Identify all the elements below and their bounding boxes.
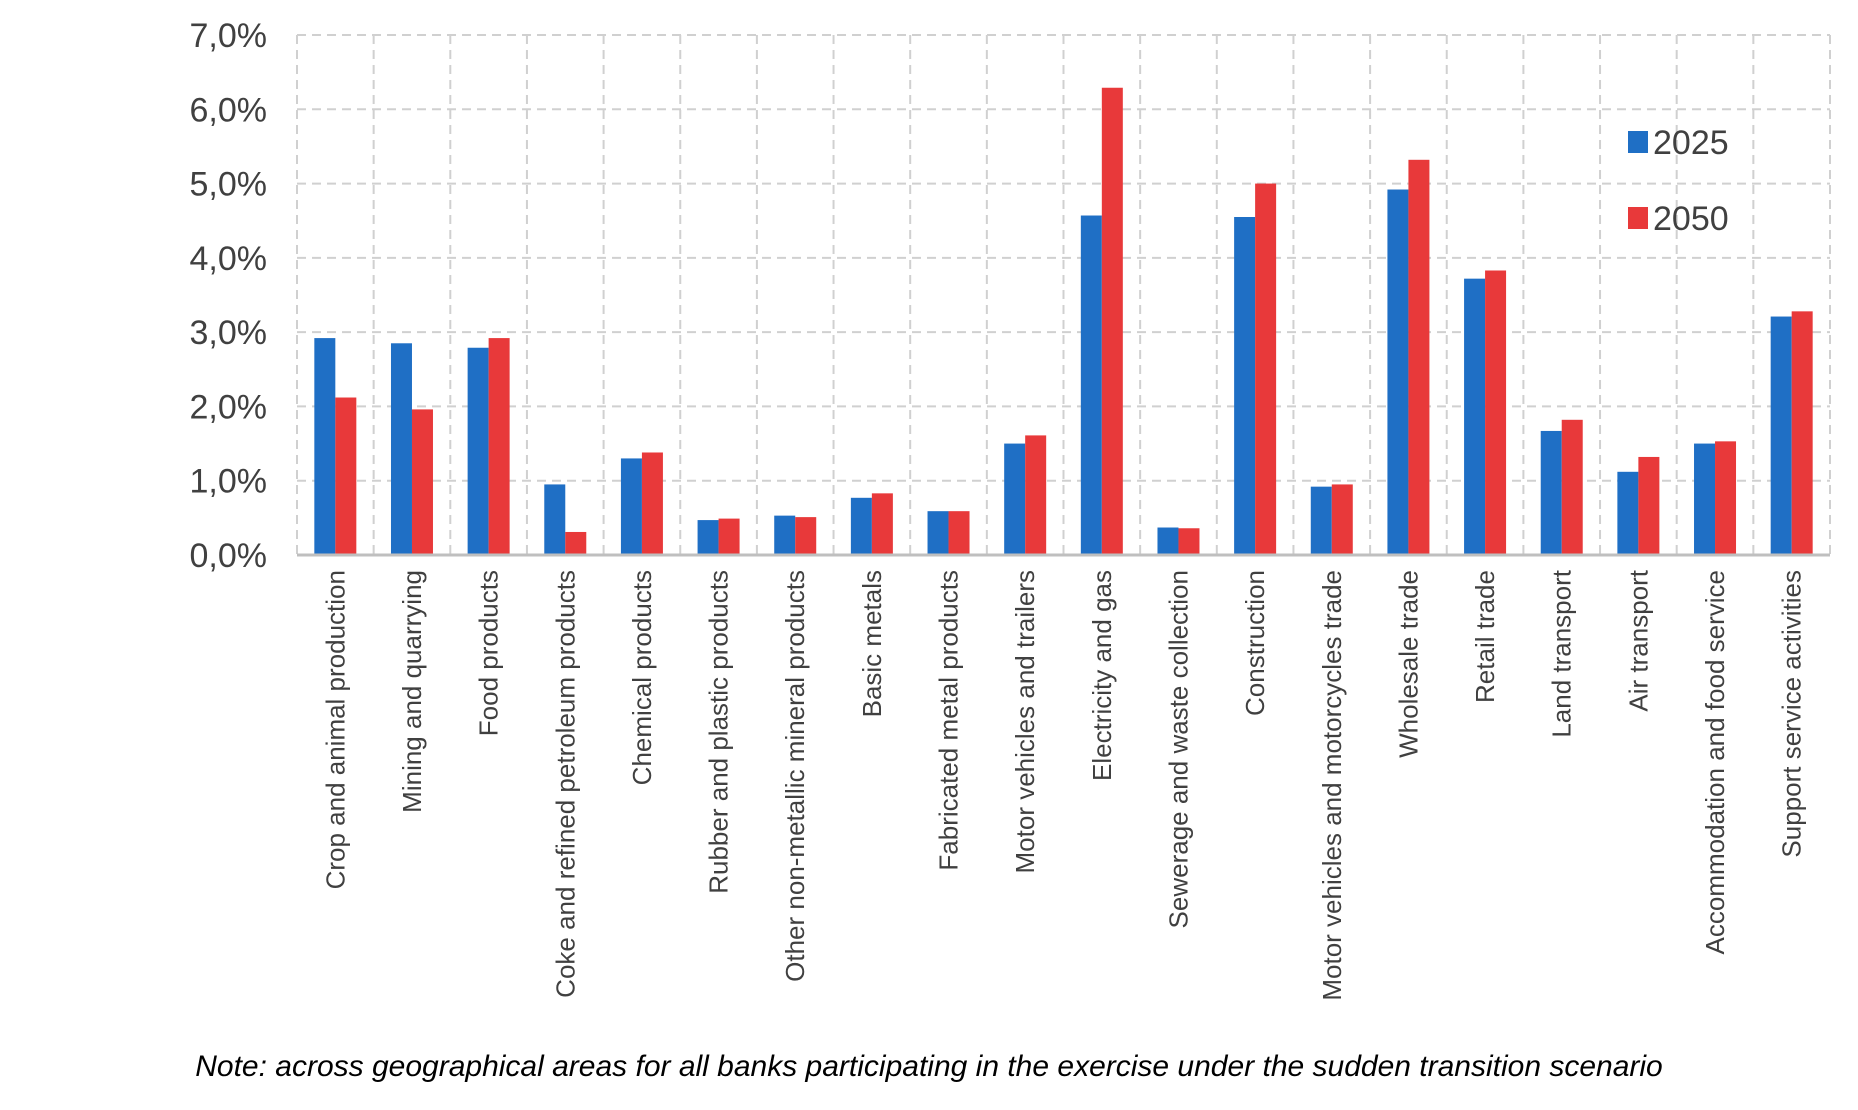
- legend: 2025 2050: [1628, 124, 1729, 238]
- bar-2050: [795, 517, 817, 555]
- y-tick-label: 2,0%: [190, 388, 268, 426]
- bar-2025: [1157, 527, 1179, 555]
- bar-2050: [1331, 484, 1353, 555]
- bar-2025: [390, 343, 412, 555]
- bar-2050: [1025, 435, 1047, 555]
- y-tick-label: 0,0%: [190, 537, 268, 575]
- bar-2050: [1408, 159, 1430, 556]
- bar-2050: [335, 397, 357, 555]
- bar-2025: [927, 511, 949, 555]
- x-category-label: Basic metals: [857, 570, 887, 717]
- bar-2025: [1310, 486, 1332, 555]
- bar-2025: [544, 484, 566, 555]
- bar-2050: [948, 511, 970, 555]
- bar-2050: [718, 518, 740, 555]
- grid-lines: [296, 34, 1831, 555]
- x-category-label: Land transport: [1547, 569, 1577, 737]
- bar-2025: [1234, 217, 1256, 555]
- bar-2025: [1464, 278, 1486, 555]
- bar-2025: [850, 497, 872, 555]
- legend-swatch-2025: [1628, 131, 1648, 153]
- bar-2025: [1080, 215, 1102, 555]
- x-category-label: Coke and refined petroleum products: [550, 570, 580, 998]
- x-category-label: Motor vehicles and trailers: [1010, 570, 1040, 873]
- bar-2025: [1770, 316, 1792, 555]
- bar-2050: [1255, 183, 1277, 556]
- bar-2050: [641, 452, 663, 555]
- legend-label-2025: 2025: [1653, 124, 1729, 162]
- x-category-label: Mining and quarrying: [397, 570, 427, 813]
- bar-2025: [1617, 471, 1639, 555]
- x-category-label: Construction: [1240, 570, 1270, 716]
- y-tick-label: 5,0%: [190, 166, 268, 204]
- bar-2050: [1561, 419, 1583, 555]
- bar-2025: [1540, 430, 1562, 555]
- legend-label-2050: 2050: [1653, 200, 1729, 238]
- bar-2050: [1791, 311, 1813, 555]
- bar-2050: [1485, 270, 1507, 555]
- x-category-label: Retail trade: [1470, 570, 1500, 703]
- y-tick-label: 7,0%: [190, 17, 268, 55]
- x-category-label: Chemical products: [627, 570, 657, 785]
- y-tick-label: 6,0%: [190, 91, 268, 129]
- bar-2050: [871, 493, 893, 555]
- bar-2025: [1387, 189, 1409, 555]
- x-category-label: Wholesale trade: [1393, 570, 1423, 758]
- bar-2050: [1715, 441, 1737, 555]
- x-category-label: Fabricated metal products: [934, 570, 964, 871]
- y-tick-label: 3,0%: [190, 314, 268, 352]
- legend-swatch-2050: [1628, 207, 1648, 229]
- x-category-label: Sewerage and waste collection: [1163, 570, 1193, 928]
- x-category-label: Accommodation and food service: [1700, 570, 1730, 954]
- bar-2050: [411, 409, 433, 555]
- bar-2025: [697, 520, 719, 555]
- bar-2050: [565, 531, 587, 555]
- x-category-label: Motor vehicles and motorcycles trade: [1317, 570, 1347, 1001]
- x-axis-category-labels: Crop and animal production Mining and qua…: [320, 569, 1806, 1000]
- bar-2025: [774, 515, 796, 555]
- x-category-label: Air transport: [1623, 569, 1653, 711]
- bar-2050: [488, 338, 510, 555]
- y-axis-ticks: 0,0% 1,0% 2,0% 3,0% 4,0% 5,0% 6,0% 7,0%: [190, 17, 268, 575]
- bar-2025: [1694, 443, 1716, 555]
- bar-2025: [620, 458, 642, 555]
- bar-2050: [1178, 528, 1200, 555]
- bar-2025: [467, 347, 489, 555]
- chart-note: Note: across geographical areas for all …: [195, 1050, 1663, 1083]
- x-category-label: Electricity and gas: [1087, 570, 1117, 781]
- bar-2050: [1638, 456, 1660, 555]
- x-category-label: Food products: [474, 570, 504, 736]
- x-category-label: Other non-metallic mineral products: [780, 570, 810, 982]
- y-tick-label: 4,0%: [190, 240, 268, 278]
- x-category-label: Crop and animal production: [320, 570, 350, 889]
- bar-2025: [1004, 443, 1026, 555]
- bar-2050: [1101, 87, 1123, 555]
- bars: [314, 87, 1813, 556]
- x-category-label: Support service activities: [1777, 570, 1807, 858]
- x-category-label: Rubber and plastic products: [704, 570, 734, 894]
- bar-2025: [314, 338, 336, 555]
- y-tick-label: 1,0%: [190, 463, 268, 501]
